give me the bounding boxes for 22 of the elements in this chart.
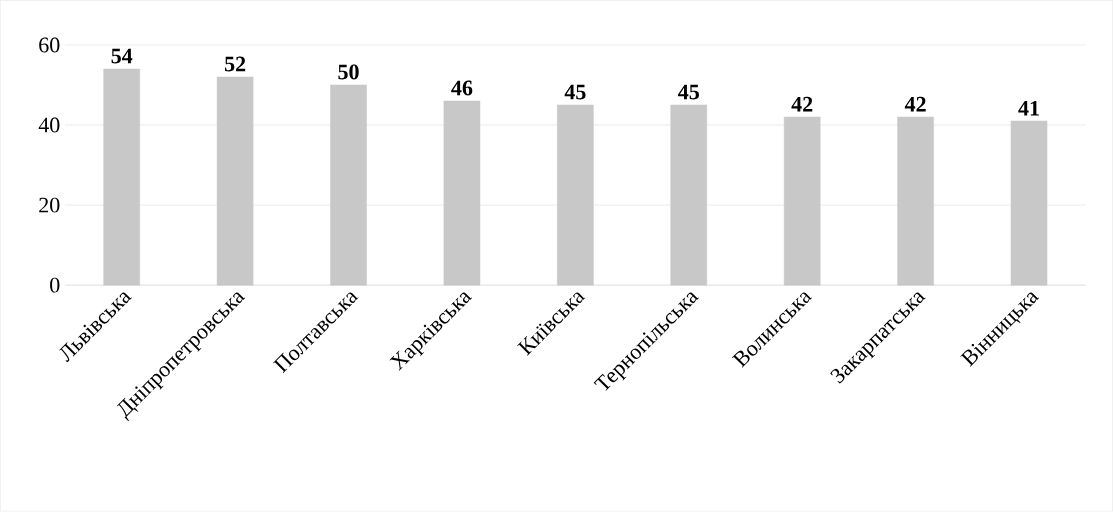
bar [897,116,934,286]
data-label: 50 [338,64,359,80]
y-tick-label: 60 [39,37,60,53]
data-label: 42 [791,97,813,112]
bar [216,76,254,286]
data-label: 42 [904,97,926,112]
data-label: 45 [678,84,699,100]
bar [783,116,821,286]
data-label: 52 [224,56,246,72]
bar [103,68,140,286]
data-label: 46 [451,80,473,96]
bar [330,84,367,286]
data-label: 54 [111,48,133,64]
y-tick-label: 0 [50,277,60,293]
data-label: 41 [1018,101,1039,116]
bar [443,100,481,286]
y-tick-label: 40 [38,117,60,133]
bar [1010,120,1048,286]
bar [557,104,594,286]
data-label: 45 [564,84,586,100]
bar [670,104,708,286]
y-tick-label: 20 [39,197,60,213]
